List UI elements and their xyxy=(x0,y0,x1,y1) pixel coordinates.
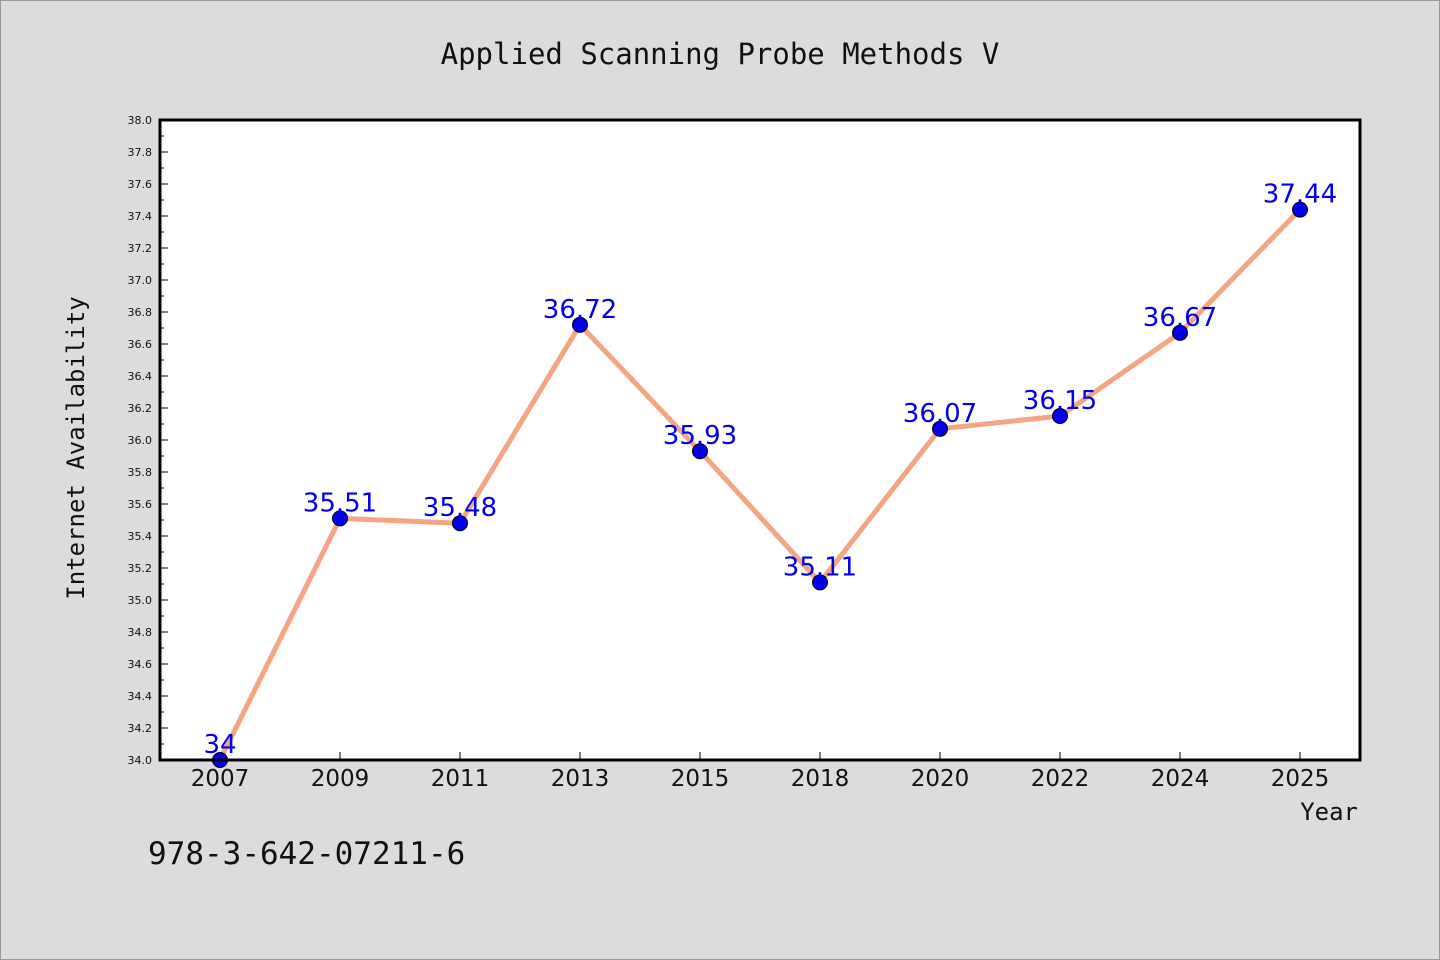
y-tick-label: 34.0 xyxy=(128,754,153,767)
series-line xyxy=(217,207,1303,763)
y-tick-label: 34.2 xyxy=(128,722,153,735)
x-tick-label: 2013 xyxy=(551,766,610,792)
y-tick-label: 37.4 xyxy=(128,210,153,223)
data-label: 36.15 xyxy=(1023,386,1097,416)
x-tick-label: 2011 xyxy=(431,766,490,792)
data-label: 36.07 xyxy=(903,399,977,429)
y-tick-label: 37.2 xyxy=(128,242,153,255)
data-label: 35.93 xyxy=(663,421,737,451)
data-label: 37.44 xyxy=(1263,180,1337,210)
y-tick-label: 37.8 xyxy=(128,146,153,159)
y-tick-label: 36.2 xyxy=(128,402,153,415)
y-axis-label: Internet Availability xyxy=(62,296,90,599)
data-label: 35.51 xyxy=(303,488,377,518)
tick-layer: 34.0 34.2 34.4 34.6 34.8 35.0 35.2 35.4 35.6 35.8… xyxy=(128,114,1330,792)
y-tick-label: 35.4 xyxy=(128,530,153,543)
y-tick-label: 36.4 xyxy=(128,370,153,383)
plot-area xyxy=(160,120,1360,760)
y-tick-label: 35.8 xyxy=(128,466,153,479)
y-tick-label: 36.8 xyxy=(128,306,153,319)
data-label: 35.48 xyxy=(423,493,497,523)
data-point xyxy=(1172,324,1188,341)
y-tick-label: 34.8 xyxy=(128,626,153,639)
y-tick-label: 37.0 xyxy=(128,274,153,287)
x-tick-label: 2007 xyxy=(191,766,250,792)
y-tick-label: 35.6 xyxy=(128,498,153,511)
data-point xyxy=(1292,201,1308,218)
plot-border xyxy=(158,118,1362,762)
x-tick-label: 2024 xyxy=(1151,766,1210,792)
y-tick-label: 38.0 xyxy=(128,114,153,127)
data-point xyxy=(692,443,708,460)
y-tick-label: 34.4 xyxy=(128,690,153,703)
chart-title: Applied Scanning Probe Methods V xyxy=(441,37,1000,71)
data-label: 35.11 xyxy=(783,552,857,582)
data-label: 36.72 xyxy=(543,295,617,325)
data-point xyxy=(572,316,588,333)
data-label-layer: 34 35.51 35.48 36.72 35.93 35.11 36.07 36.15 36.… xyxy=(203,180,1337,760)
y-tick-label: 37.6 xyxy=(128,178,153,191)
y-tick-label: 36.6 xyxy=(128,338,153,351)
data-point xyxy=(932,420,948,437)
data-point xyxy=(812,574,828,591)
y-tick-label: 36.0 xyxy=(128,434,153,447)
x-tick-label: 2018 xyxy=(791,766,850,792)
data-point xyxy=(452,515,468,532)
y-tick-label: 34.6 xyxy=(128,658,153,671)
data-point xyxy=(1052,408,1068,424)
data-point xyxy=(332,510,348,527)
x-tick-label: 2022 xyxy=(1031,766,1090,792)
y-tick-label: 35.2 xyxy=(128,562,153,575)
data-label: 34 xyxy=(203,730,236,760)
data-label: 36.67 xyxy=(1143,303,1217,333)
x-tick-label: 2015 xyxy=(671,766,730,792)
x-tick-label: 2025 xyxy=(1271,766,1330,792)
x-axis-label: Year xyxy=(1300,798,1358,826)
y-tick-label: 35.0 xyxy=(128,594,153,607)
x-tick-label: 2009 xyxy=(311,766,370,792)
x-tick-label: 2020 xyxy=(911,766,970,792)
isbn-text: 978-3-642-07211-6 xyxy=(148,836,465,872)
